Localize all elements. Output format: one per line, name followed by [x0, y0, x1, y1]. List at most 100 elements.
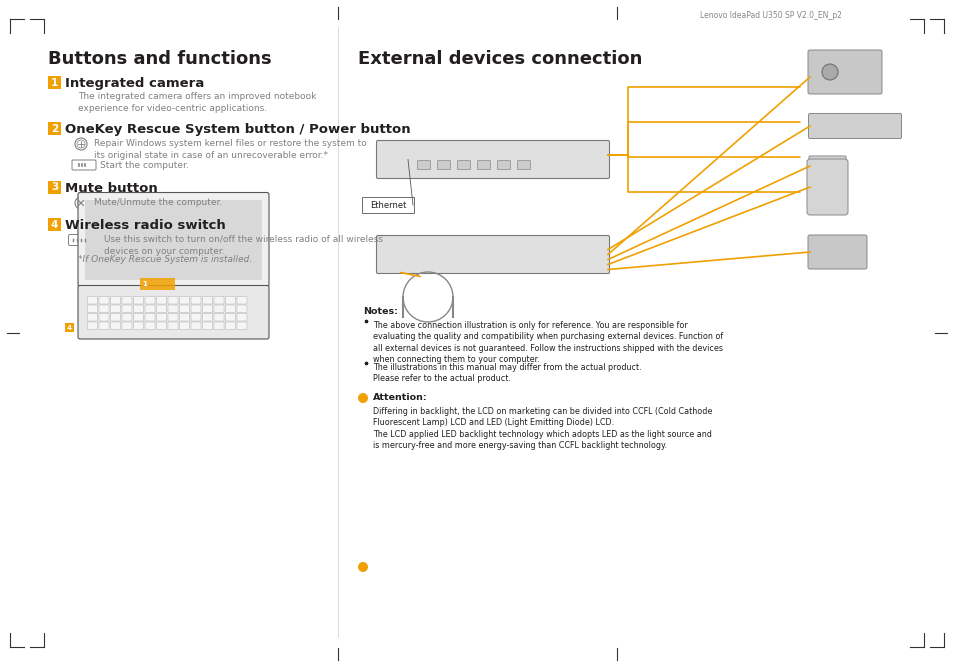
FancyBboxPatch shape: [202, 322, 213, 329]
Text: 2: 2: [51, 123, 58, 133]
FancyBboxPatch shape: [145, 313, 154, 321]
FancyBboxPatch shape: [202, 305, 213, 313]
FancyBboxPatch shape: [168, 322, 178, 329]
Text: 1: 1: [51, 77, 58, 87]
FancyBboxPatch shape: [236, 305, 247, 313]
FancyBboxPatch shape: [417, 161, 430, 169]
Text: 1: 1: [142, 281, 148, 287]
FancyBboxPatch shape: [179, 305, 190, 313]
FancyBboxPatch shape: [145, 322, 154, 329]
Text: Use this switch to turn on/off the wireless radio of all wireless
devices on you: Use this switch to turn on/off the wirel…: [104, 235, 382, 256]
Text: Mute button: Mute button: [65, 182, 157, 195]
FancyBboxPatch shape: [807, 50, 882, 94]
FancyBboxPatch shape: [202, 313, 213, 321]
FancyBboxPatch shape: [191, 313, 201, 321]
FancyBboxPatch shape: [225, 297, 235, 304]
FancyBboxPatch shape: [213, 322, 224, 329]
FancyBboxPatch shape: [376, 141, 609, 179]
FancyBboxPatch shape: [99, 297, 109, 304]
FancyBboxPatch shape: [808, 156, 845, 176]
Circle shape: [821, 64, 837, 80]
FancyBboxPatch shape: [497, 161, 510, 169]
FancyBboxPatch shape: [145, 305, 154, 313]
FancyBboxPatch shape: [191, 305, 201, 313]
Circle shape: [357, 393, 368, 403]
FancyBboxPatch shape: [133, 322, 143, 329]
FancyBboxPatch shape: [457, 161, 470, 169]
Text: 3: 3: [51, 183, 58, 193]
FancyBboxPatch shape: [48, 218, 61, 231]
Text: 4: 4: [67, 325, 71, 331]
FancyBboxPatch shape: [111, 305, 120, 313]
FancyBboxPatch shape: [145, 297, 154, 304]
Text: The integrated camera offers an improved notebook
experience for video-centric a: The integrated camera offers an improved…: [78, 92, 316, 113]
FancyBboxPatch shape: [99, 313, 109, 321]
FancyBboxPatch shape: [225, 322, 235, 329]
FancyBboxPatch shape: [133, 305, 143, 313]
FancyBboxPatch shape: [191, 322, 201, 329]
FancyBboxPatch shape: [78, 193, 269, 287]
FancyBboxPatch shape: [807, 235, 866, 269]
FancyBboxPatch shape: [225, 313, 235, 321]
Text: Wireless radio switch: Wireless radio switch: [65, 219, 226, 232]
FancyBboxPatch shape: [168, 305, 178, 313]
FancyBboxPatch shape: [806, 159, 847, 215]
FancyBboxPatch shape: [111, 322, 120, 329]
FancyBboxPatch shape: [156, 322, 167, 329]
Text: Integrated camera: Integrated camera: [65, 77, 204, 90]
FancyBboxPatch shape: [133, 313, 143, 321]
FancyBboxPatch shape: [517, 161, 530, 169]
FancyBboxPatch shape: [111, 297, 120, 304]
FancyBboxPatch shape: [78, 285, 269, 339]
FancyBboxPatch shape: [122, 313, 132, 321]
Text: External devices connection: External devices connection: [357, 50, 641, 68]
FancyBboxPatch shape: [48, 122, 61, 135]
FancyBboxPatch shape: [236, 297, 247, 304]
FancyBboxPatch shape: [140, 277, 174, 289]
FancyBboxPatch shape: [179, 297, 190, 304]
FancyBboxPatch shape: [807, 113, 901, 139]
FancyBboxPatch shape: [179, 322, 190, 329]
FancyBboxPatch shape: [99, 305, 109, 313]
Text: Repair Windows system kernel files or restore the system to
its original state i: Repair Windows system kernel files or re…: [94, 139, 366, 160]
FancyBboxPatch shape: [111, 313, 120, 321]
Text: Mute/Unmute the computer.: Mute/Unmute the computer.: [94, 198, 222, 207]
FancyBboxPatch shape: [85, 199, 262, 279]
FancyBboxPatch shape: [99, 322, 109, 329]
FancyBboxPatch shape: [376, 235, 609, 273]
FancyBboxPatch shape: [122, 322, 132, 329]
FancyBboxPatch shape: [437, 161, 450, 169]
FancyBboxPatch shape: [88, 297, 97, 304]
FancyBboxPatch shape: [225, 305, 235, 313]
FancyBboxPatch shape: [202, 297, 213, 304]
FancyBboxPatch shape: [213, 305, 224, 313]
FancyBboxPatch shape: [122, 305, 132, 313]
FancyBboxPatch shape: [88, 313, 97, 321]
FancyBboxPatch shape: [168, 297, 178, 304]
FancyBboxPatch shape: [213, 313, 224, 321]
FancyBboxPatch shape: [133, 297, 143, 304]
Text: Lenovo IdeaPad U350 SP V2.0_EN_p2: Lenovo IdeaPad U350 SP V2.0_EN_p2: [700, 11, 841, 19]
FancyBboxPatch shape: [236, 322, 247, 329]
FancyBboxPatch shape: [361, 197, 414, 213]
Circle shape: [357, 562, 368, 572]
Text: Differing in backlight, the LCD on marketing can be divided into CCFL (Cold Cath: Differing in backlight, the LCD on marke…: [373, 407, 712, 450]
FancyBboxPatch shape: [168, 313, 178, 321]
FancyBboxPatch shape: [65, 323, 74, 332]
FancyBboxPatch shape: [88, 305, 97, 313]
Text: Ethernet: Ethernet: [370, 201, 406, 209]
FancyBboxPatch shape: [48, 181, 61, 194]
Text: The illustrations in this manual may differ from the actual product.
Please refe: The illustrations in this manual may dif…: [373, 363, 641, 384]
FancyBboxPatch shape: [48, 76, 61, 89]
FancyBboxPatch shape: [88, 322, 97, 329]
Text: Attention:: Attention:: [373, 393, 427, 402]
FancyBboxPatch shape: [213, 297, 224, 304]
Text: OneKey Rescue System button / Power button: OneKey Rescue System button / Power butt…: [65, 123, 410, 136]
Text: Notes:: Notes:: [363, 307, 397, 316]
FancyBboxPatch shape: [156, 297, 167, 304]
Text: 4: 4: [51, 219, 58, 229]
FancyBboxPatch shape: [236, 313, 247, 321]
Text: Start the computer.: Start the computer.: [100, 161, 189, 170]
FancyBboxPatch shape: [156, 305, 167, 313]
FancyBboxPatch shape: [156, 313, 167, 321]
